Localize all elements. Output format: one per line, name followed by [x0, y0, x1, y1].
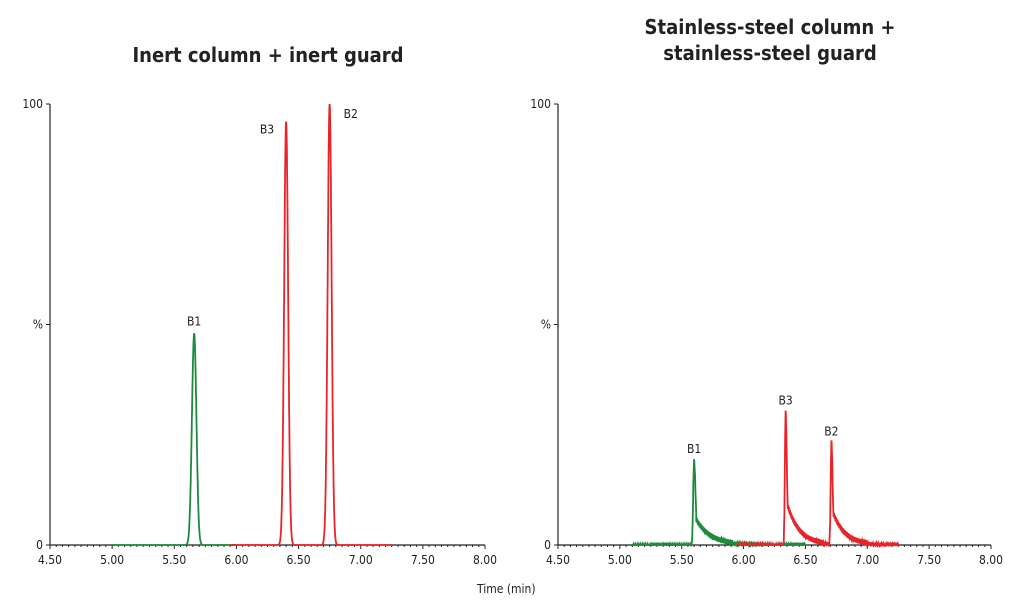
chart-title: Inert column + inert guard	[132, 43, 403, 67]
x-axis-label: Time (min)	[477, 582, 536, 596]
peak-label-B1: B1	[187, 314, 201, 328]
x-tick-label: 7.00	[855, 553, 879, 567]
x-tick-label: 8.00	[473, 553, 497, 567]
peak-label-B2: B2	[344, 107, 358, 121]
x-tick-label: 6.50	[793, 553, 817, 567]
chart-title: Stainless-steel column +	[645, 15, 896, 39]
x-tick-label: 6.00	[224, 553, 248, 567]
trace-green	[112, 333, 237, 546]
peak-label-B1: B1	[687, 442, 701, 456]
x-tick-label: 7.50	[411, 553, 435, 567]
peak-label-B3: B3	[260, 123, 274, 137]
y-tick-label: 0	[36, 538, 43, 552]
y-tick-label: %	[33, 318, 43, 332]
trace-red	[230, 103, 392, 546]
x-tick-label: 5.00	[100, 553, 124, 567]
peak-label-B3: B3	[778, 394, 792, 408]
trace-red	[736, 410, 900, 549]
y-tick-label: 0	[544, 538, 551, 552]
x-tick-label: 4.50	[546, 553, 570, 567]
x-tick-label: 7.00	[349, 553, 373, 567]
x-tick-label: 5.00	[608, 553, 632, 567]
x-tick-label: 6.00	[732, 553, 756, 567]
trace-green	[631, 459, 807, 549]
y-tick-label: %	[541, 318, 551, 332]
x-tick-label: 5.50	[162, 553, 186, 567]
x-tick-label: 7.50	[917, 553, 941, 567]
chart-title: stainless-steel guard	[663, 41, 876, 65]
y-tick-label: 100	[530, 97, 551, 111]
peak-label-B2: B2	[824, 425, 838, 439]
x-tick-label: 8.00	[979, 553, 1003, 567]
x-tick-label: 6.50	[287, 553, 311, 567]
y-tick-label: 100	[22, 97, 43, 111]
x-tick-label: 4.50	[38, 553, 62, 567]
x-tick-label: 5.50	[670, 553, 694, 567]
